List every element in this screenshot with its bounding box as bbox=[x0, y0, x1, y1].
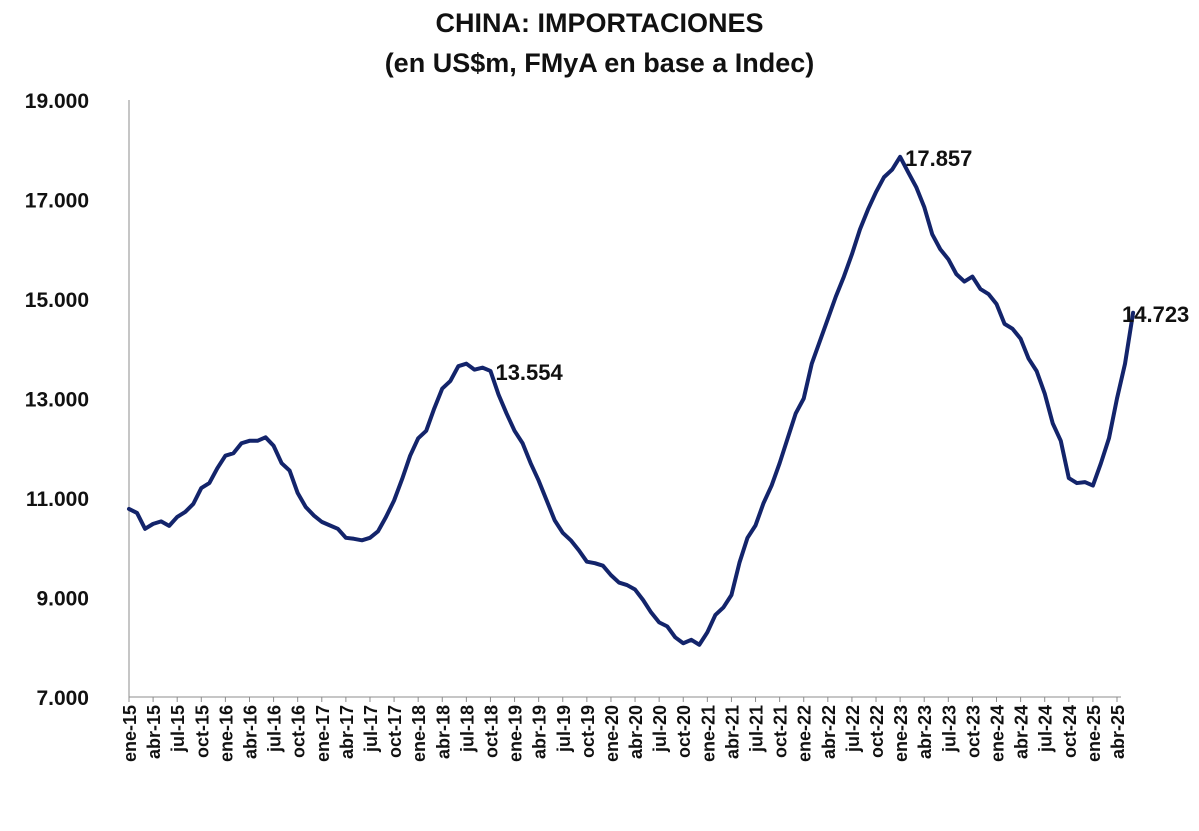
chart-subtitle: (en US$m, FMyA en base a Indec) bbox=[384, 48, 815, 78]
y-tick-label: 19.000 bbox=[25, 90, 89, 113]
x-tick-label: jul-16 bbox=[265, 705, 285, 753]
x-tick-label: oct-20 bbox=[674, 705, 694, 758]
x-tick-label: jul-24 bbox=[1036, 705, 1056, 753]
y-tick-label: 7.000 bbox=[36, 687, 89, 710]
x-tick-label: abr-25 bbox=[1108, 705, 1128, 759]
x-tick-label: oct-19 bbox=[578, 705, 598, 758]
x-tick-label: ene-22 bbox=[795, 705, 815, 762]
x-tick-label: ene-24 bbox=[988, 705, 1008, 762]
y-tick-label: 13.000 bbox=[25, 389, 89, 412]
x-tick-label: oct-18 bbox=[481, 705, 501, 758]
x-tick-label: abr-16 bbox=[240, 705, 260, 759]
x-tick-label: ene-17 bbox=[313, 705, 333, 762]
x-tick-label: jul-23 bbox=[939, 705, 959, 753]
x-tick-label: ene-25 bbox=[1084, 705, 1104, 762]
x-tick-label: oct-17 bbox=[385, 705, 405, 758]
data-label: 17.857 bbox=[905, 146, 972, 171]
x-tick-label: oct-21 bbox=[771, 705, 791, 758]
x-tick-label: abr-21 bbox=[722, 705, 742, 759]
y-tick-label: 17.000 bbox=[25, 190, 89, 213]
x-tick-label: ene-16 bbox=[216, 705, 236, 762]
x-tick-label: jul-19 bbox=[554, 705, 574, 753]
y-tick-label: 9.000 bbox=[36, 588, 89, 611]
data-label: 14.723 bbox=[1122, 302, 1189, 327]
x-tick-label: jul-21 bbox=[747, 705, 767, 753]
x-tick-label: oct-15 bbox=[192, 705, 212, 758]
x-tick-label: jul-22 bbox=[843, 705, 863, 753]
x-tick-label: abr-22 bbox=[819, 705, 839, 759]
x-tick-label: abr-20 bbox=[626, 705, 646, 759]
x-tick-label: oct-16 bbox=[289, 705, 309, 758]
series-line-importaciones bbox=[127, 154, 1136, 647]
x-tick-label: abr-24 bbox=[1012, 705, 1032, 759]
x-tick-label: jul-20 bbox=[650, 705, 670, 753]
x-tick-label: oct-22 bbox=[867, 705, 887, 758]
x-tick-label: jul-18 bbox=[457, 705, 477, 753]
x-tick-label: ene-18 bbox=[409, 705, 429, 762]
x-tick-label: abr-23 bbox=[915, 705, 935, 759]
x-tick-label: abr-15 bbox=[144, 705, 164, 759]
x-tick-label: ene-23 bbox=[891, 705, 911, 762]
x-tick-label: oct-24 bbox=[1060, 705, 1080, 758]
y-tick-label: 11.000 bbox=[26, 488, 89, 511]
y-tick-label: 15.000 bbox=[25, 289, 89, 312]
x-tick-label: ene-21 bbox=[698, 705, 718, 762]
x-tick-label: abr-17 bbox=[337, 705, 357, 759]
x-tick-label: jul-17 bbox=[361, 705, 381, 753]
chart-title: CHINA: IMPORTACIONES bbox=[435, 8, 764, 38]
x-tick-label: ene-15 bbox=[120, 705, 140, 762]
x-tick-label: ene-20 bbox=[602, 705, 622, 762]
x-tick-label: abr-19 bbox=[530, 705, 550, 759]
x-tick-label: jul-15 bbox=[168, 705, 188, 753]
x-tick-label: ene-19 bbox=[506, 705, 526, 762]
x-tick-label: oct-23 bbox=[963, 705, 983, 758]
data-label: 13.554 bbox=[495, 360, 563, 385]
x-tick-label: abr-18 bbox=[433, 705, 453, 759]
